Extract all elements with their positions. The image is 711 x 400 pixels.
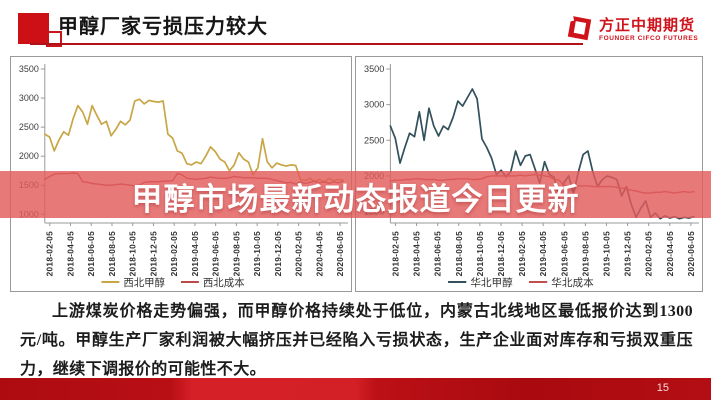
svg-text:2019-12-05: 2019-12-05: [623, 231, 633, 276]
svg-text:2018-12-05: 2018-12-05: [496, 231, 506, 276]
svg-text:2000: 2000: [19, 151, 39, 161]
svg-text:2020-04-05: 2020-04-05: [315, 231, 324, 277]
svg-text:3500: 3500: [364, 64, 384, 74]
watermark-banner: 甲醇市场最新动态报道今日更新: [0, 171, 711, 218]
svg-text:西北成本: 西北成本: [203, 276, 245, 289]
svg-text:2019-06-05: 2019-06-05: [212, 231, 221, 277]
svg-text:2018-04-05: 2018-04-05: [67, 231, 76, 277]
svg-text:华北成本: 华北成本: [551, 276, 594, 289]
svg-text:2018-02-05: 2018-02-05: [46, 231, 55, 277]
svg-text:2019-08-05: 2019-08-05: [580, 231, 590, 276]
title-underline: [30, 43, 583, 45]
svg-text:2019-10-05: 2019-10-05: [253, 231, 262, 277]
north-china-chart-canvas: 150020002500300035002018-02-052018-04-05…: [364, 64, 699, 289]
svg-text:2019-04-05: 2019-04-05: [538, 231, 548, 276]
logo-name-en: FOUNDER CIFCO FUTURES: [599, 35, 699, 42]
founder-cifco-logo-icon: [566, 14, 592, 41]
svg-text:2018-12-05: 2018-12-05: [149, 231, 158, 277]
svg-text:2018-06-05: 2018-06-05: [433, 231, 443, 276]
svg-text:3500: 3500: [19, 64, 39, 74]
svg-text:2019-06-05: 2019-06-05: [559, 231, 569, 276]
svg-text:2018-08-05: 2018-08-05: [108, 231, 117, 277]
svg-text:2019-12-05: 2019-12-05: [274, 231, 283, 277]
svg-text:2019-08-05: 2019-08-05: [232, 231, 241, 277]
svg-text:2018-02-05: 2018-02-05: [390, 231, 400, 276]
svg-text:3000: 3000: [364, 100, 384, 110]
svg-text:2018-06-05: 2018-06-05: [87, 231, 96, 277]
analysis-paragraph: 上游煤炭价格走势偏强，而甲醇价格持续处于低位，内蒙古北线地区最低报价达到1300…: [20, 303, 693, 378]
svg-text:2020-04-05: 2020-04-05: [665, 231, 675, 276]
page-number: 15: [656, 382, 669, 394]
svg-text:2018-04-05: 2018-04-05: [412, 231, 422, 276]
watermark-text: 甲醇市场最新动态报道今日更新: [131, 182, 580, 217]
svg-text:2019-10-05: 2019-10-05: [601, 231, 611, 276]
footer-bar: 15: [0, 378, 711, 400]
svg-text:2500: 2500: [19, 122, 39, 132]
svg-text:3000: 3000: [19, 93, 39, 103]
svg-text:2019-04-05: 2019-04-05: [191, 231, 200, 277]
svg-text:2020-06-05: 2020-06-05: [336, 231, 345, 277]
svg-text:2018-08-05: 2018-08-05: [454, 231, 464, 276]
svg-text:2020-02-05: 2020-02-05: [295, 231, 304, 277]
svg-text:2020-06-05: 2020-06-05: [686, 231, 696, 276]
svg-text:西北甲醇: 西北甲醇: [123, 276, 165, 289]
logo-text: 方正中期期货 FOUNDER CIFCO FUTURES: [599, 14, 698, 42]
logo-name-cn: 方正中期期货: [599, 17, 696, 34]
svg-text:2019-02-05: 2019-02-05: [517, 231, 527, 276]
svg-text:华北甲醇: 华北甲醇: [470, 276, 513, 289]
slide-header: 甲醇厂家亏损压力较大 方正中期期货 FOUNDER CIFCO FUTURES: [0, 0, 711, 55]
company-logo: 方正中期期货 FOUNDER CIFCO FUTURES: [565, 8, 703, 48]
svg-text:2018-10-05: 2018-10-05: [475, 231, 485, 276]
svg-text:2019-02-05: 2019-02-05: [170, 231, 179, 277]
svg-text:2018-10-05: 2018-10-05: [129, 231, 138, 277]
svg-text:2020-02-05: 2020-02-05: [644, 231, 654, 276]
svg-text:2500: 2500: [364, 135, 384, 145]
title-bullet-square-icon: [18, 13, 49, 44]
page-title: 甲醇厂家亏损压力较大: [58, 16, 268, 38]
